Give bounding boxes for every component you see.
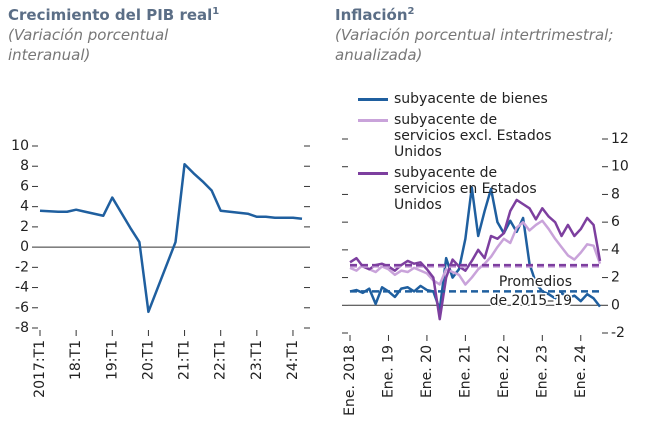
x-tick-label: 2017:T1 (32, 340, 48, 398)
y-tick-label: 4 (611, 242, 620, 258)
y-tick-label: 10 (611, 159, 629, 175)
y-tick-label: 6 (20, 178, 29, 194)
x-tick-label: 23:T1 (249, 340, 265, 380)
legend-swatch (358, 172, 388, 175)
x-tick-label: Ene. 19 (380, 345, 396, 398)
y-tick-label: -6 (15, 300, 29, 316)
legend-label: subyacente de servicios en Estados Unido… (394, 165, 537, 213)
series-line (349, 186, 601, 311)
chart-subtitle: (Variación porcentual interanual) (8, 26, 169, 64)
left-header: Crecimiento del PIB real1 (Variación por… (8, 2, 268, 65)
legend-swatch (358, 98, 388, 101)
y-tick-label: 8 (611, 186, 620, 202)
y-tick-label: -8 (15, 320, 29, 336)
legend: subyacente de bienes subyacente de servic… (358, 91, 558, 218)
y-tick-label: -2 (15, 259, 29, 275)
series-line (39, 162, 303, 314)
x-tick-label: 18:T1 (68, 340, 84, 380)
x-tick-label: 20:T1 (140, 340, 156, 380)
y-tick-label: 2 (611, 270, 620, 286)
x-tick-label: Ene. 24 (573, 345, 589, 398)
y-tick-label: 12 (611, 131, 629, 147)
x-tick-label: Ene. 20 (419, 345, 435, 398)
y-tick-label: 6 (611, 214, 620, 230)
chart-subtitle: (Variación porcentual intertrimestral; a… (335, 26, 614, 64)
title-text: Inflación (335, 6, 408, 24)
y-tick-label: 10 (11, 138, 29, 154)
y-tick-label: 2 (20, 219, 29, 235)
x-tick-label: Ene. 23 (534, 345, 550, 398)
annotation: Promedios (499, 274, 572, 290)
chart-title: Crecimiento del PIB real1 (8, 2, 268, 25)
legend-item: subyacente de bienes (358, 91, 558, 107)
annotation: de 2015–19 (490, 293, 572, 309)
legend-item: subyacente de servicios excl. Estados Un… (358, 112, 558, 160)
series-line (349, 198, 602, 321)
x-tick-label: Ene. 22 (496, 345, 512, 398)
x-tick-label: Ene. 21 (457, 345, 473, 398)
y-tick-label: -2 (611, 325, 625, 341)
legend-label: subyacente de bienes (394, 91, 548, 107)
x-tick-label: 24:T1 (285, 340, 301, 380)
legend-swatch (358, 119, 388, 122)
right-header: Inflación2 (Variación porcentual intertr… (335, 2, 635, 65)
y-tick-label: 0 (20, 239, 29, 255)
x-tick-label: 19:T1 (104, 340, 120, 380)
legend-label: subyacente de servicios excl. Estados Un… (394, 112, 552, 160)
y-tick-label: 8 (20, 158, 29, 174)
title-note: 1 (212, 6, 220, 17)
y-tick-label: 0 (611, 297, 620, 313)
title-note: 2 (407, 6, 415, 17)
y-tick-label: 4 (20, 199, 29, 215)
x-tick-label: Ene. 2018 (342, 345, 358, 416)
series-line (349, 219, 602, 286)
title-text: Crecimiento del PIB real (8, 6, 213, 24)
chart-title: Inflación2 (335, 2, 635, 25)
x-tick-label: 21:T1 (177, 340, 193, 380)
x-tick-label: 22:T1 (213, 340, 229, 380)
y-tick-label: -4 (15, 280, 29, 296)
legend-item: subyacente de servicios en Estados Unido… (358, 165, 558, 213)
